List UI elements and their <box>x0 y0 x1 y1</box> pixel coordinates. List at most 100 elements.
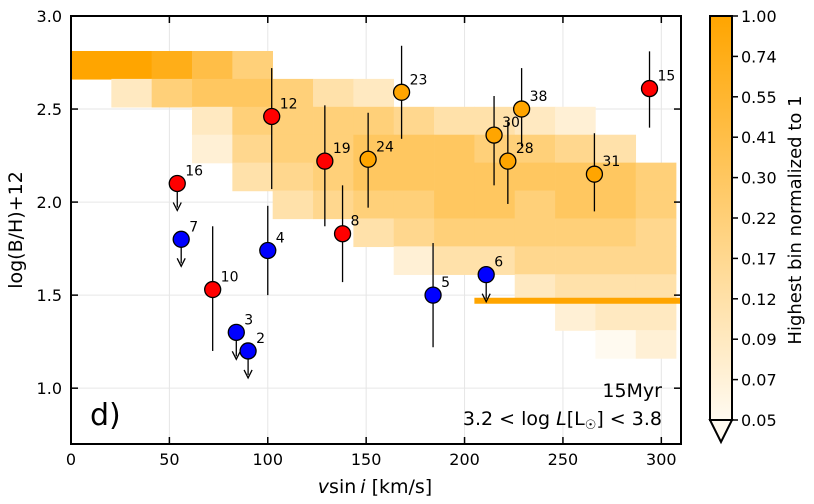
heatmap-cell <box>272 134 314 164</box>
point-label: 3 <box>244 312 253 328</box>
heatmap-cell <box>555 302 596 331</box>
data-point-red <box>204 280 222 299</box>
colorbar-tick-label: 0.30 <box>741 169 777 188</box>
heatmap-cell <box>595 246 637 275</box>
heatmap-cell <box>393 190 435 220</box>
heatmap-cell <box>595 134 637 164</box>
upper-limit-arrowhead <box>231 351 241 361</box>
heatmap-cell <box>514 190 556 220</box>
colorbar-fill <box>709 15 733 421</box>
heatmap-cell <box>192 134 233 164</box>
heatmap-cell <box>393 134 435 164</box>
heatmap-cell <box>434 218 475 248</box>
heatmap-cell <box>555 106 596 136</box>
data-point-red <box>168 174 186 193</box>
data-point-orange <box>485 126 503 144</box>
x-label-sin: sin <box>329 476 356 498</box>
heatmap-cell <box>111 50 152 80</box>
heatmap <box>71 50 677 359</box>
x-tick-label: 150 <box>351 450 382 469</box>
data-point-orange <box>585 165 604 183</box>
x-axis-label: vsin i [km/s] <box>318 476 432 498</box>
heatmap-cell <box>232 50 273 80</box>
data-point-orange <box>499 152 517 170</box>
y-tick-label: 1.0 <box>37 379 62 398</box>
heatmap-cell <box>434 106 475 136</box>
point-label: 2 <box>256 331 265 347</box>
x-label-i: i <box>360 476 366 498</box>
heatmap-cell <box>272 78 314 108</box>
heatmap-cell <box>232 162 273 192</box>
heatmap-cell <box>151 50 193 80</box>
data-point-blue <box>227 323 245 341</box>
heatmap-cell <box>635 162 677 192</box>
x-tick-label: 0 <box>66 450 76 469</box>
colorbar-tick-label: 0.05 <box>741 411 777 430</box>
y-axis-ticks: 1.0 1.5 2.0 2.5 3.0 <box>37 7 681 398</box>
colorbar-tick-label: 0.17 <box>741 249 777 268</box>
plot-frame <box>70 15 682 445</box>
x-label-v: v <box>318 476 330 498</box>
point-label: 31 <box>602 154 620 170</box>
x-tick-label: 200 <box>449 450 480 469</box>
colorbar-tick-label: 0.12 <box>741 290 777 309</box>
data-point-red <box>316 152 334 170</box>
panel-label: d) <box>90 398 121 433</box>
heatmap-cell <box>111 78 152 108</box>
x-tick-label: 300 <box>646 450 677 469</box>
x-axis-ticks: 0 50 100 150 200 250 300 <box>66 16 677 469</box>
heatmap-cell <box>151 78 193 108</box>
heatmap-cell <box>393 106 435 136</box>
heatmap-cell <box>514 218 556 248</box>
colorbar-tick-label: 0.22 <box>741 209 777 228</box>
data-point-blue <box>239 342 257 360</box>
point-label: 38 <box>530 89 548 105</box>
heatmap-cell <box>272 106 314 136</box>
x-tick-label: 100 <box>253 450 284 469</box>
heatmap-cell <box>353 190 395 220</box>
heatmap-cell <box>192 106 233 136</box>
lum-sun: [L <box>567 408 585 430</box>
age-annotation: 15Myr <box>602 380 662 402</box>
heatmap-cell <box>474 190 516 220</box>
heatmap-cell <box>474 218 516 248</box>
data-point-red <box>640 79 659 98</box>
heatmap-cell <box>313 78 354 108</box>
x-tick-label: 250 <box>548 450 579 469</box>
lum-sun-sub: ☉ <box>585 418 597 433</box>
colorbar-extend-triangle <box>708 419 734 445</box>
data-point-blue <box>477 266 495 284</box>
heatmap-cell <box>635 218 677 248</box>
upper-limit-arrowhead <box>172 202 182 212</box>
point-label: 15 <box>658 69 676 85</box>
heatmap-cell <box>595 190 637 220</box>
heatmap-cell <box>555 246 596 275</box>
data-point-blue <box>424 286 442 304</box>
colorbar-label: Highest bin normalized to 1 <box>785 95 806 344</box>
point-label: 6 <box>494 255 503 271</box>
heatmap-cell <box>313 190 354 220</box>
heatmap-cell <box>232 134 273 164</box>
heatmap-cell <box>232 78 273 108</box>
heatmap-cell <box>514 162 556 192</box>
point-label: 28 <box>516 141 534 157</box>
heatmap-cell <box>635 246 677 275</box>
upper-limit-arrowhead <box>481 293 491 304</box>
heatmap-cell <box>353 162 395 192</box>
point-label: 4 <box>276 230 285 246</box>
point-label: 12 <box>280 96 298 112</box>
lum-L: L <box>556 408 567 430</box>
heatmap-cell <box>595 218 637 248</box>
heatmap-cell <box>192 78 233 108</box>
data-point-orange <box>392 83 411 101</box>
point-label: 7 <box>189 219 198 235</box>
lum-rhs: ] < 3.8 <box>596 408 662 430</box>
data-point-red <box>263 107 281 126</box>
point-label: 24 <box>376 139 394 155</box>
data-point-orange <box>359 150 377 168</box>
heatmap-cell <box>353 106 395 136</box>
data-point-blue <box>172 230 190 248</box>
data-point-blue <box>259 241 277 260</box>
